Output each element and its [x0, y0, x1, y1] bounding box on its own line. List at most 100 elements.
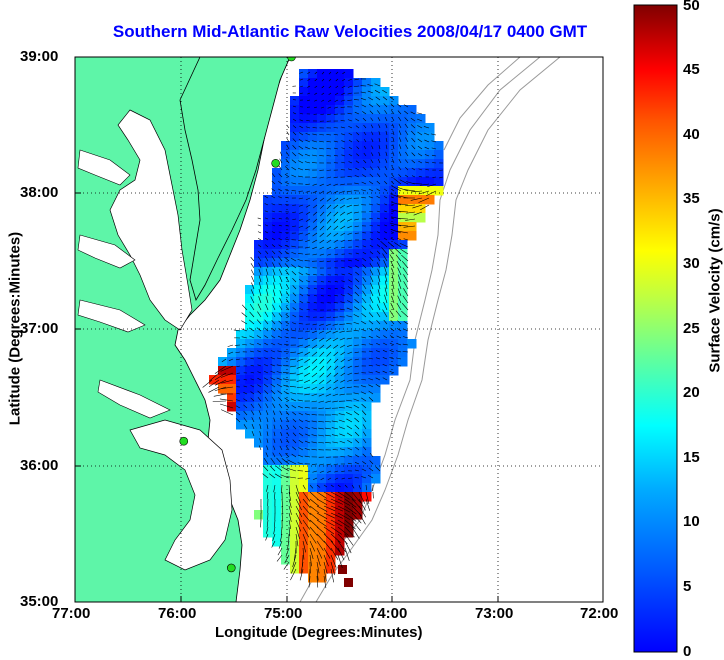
velocity-cell [317, 429, 327, 439]
velocity-cell [299, 195, 309, 205]
y-tick-0: 39:00 [20, 48, 58, 65]
velocity-cell [245, 366, 255, 376]
velocity-cell [254, 348, 264, 358]
velocity-cell [281, 141, 291, 151]
velocity-cell [299, 285, 309, 295]
velocity-cell [344, 168, 354, 178]
velocity-cell [245, 393, 255, 403]
velocity-cell [416, 186, 426, 196]
velocity-cell [380, 123, 390, 133]
velocity-cell [317, 411, 327, 421]
velocity-cell [353, 123, 363, 133]
velocity-cell [353, 465, 363, 475]
velocity-cell [434, 150, 444, 160]
velocity-cell [335, 402, 345, 412]
velocity-cell [290, 195, 300, 205]
velocity-cell [263, 213, 273, 223]
velocity-cell [371, 393, 381, 403]
velocity-cell [290, 222, 300, 232]
velocity-cell [236, 348, 246, 358]
velocity-cell [344, 420, 354, 430]
velocity-cell [299, 411, 309, 421]
velocity-cell [317, 537, 327, 547]
velocity-cell [353, 159, 363, 169]
velocity-cell [380, 159, 390, 169]
velocity-cell [272, 528, 282, 538]
velocity-cell [236, 393, 246, 403]
velocity-cell [281, 375, 291, 385]
velocity-cell [263, 258, 273, 268]
velocity-cell [380, 348, 390, 358]
velocity-cell [263, 411, 273, 421]
velocity-cell [353, 438, 363, 448]
velocity-cell [335, 285, 345, 295]
velocity-cell [380, 276, 390, 286]
velocity-cell [335, 519, 345, 529]
velocity-cell [389, 231, 399, 241]
velocity-cell [398, 186, 408, 196]
velocity-cell [263, 222, 273, 232]
velocity-cell [317, 258, 327, 268]
velocity-cell [290, 339, 300, 349]
velocity-cell [308, 213, 318, 223]
velocity-cell [317, 528, 327, 538]
velocity-cell [362, 222, 372, 232]
velocity-cell [281, 195, 291, 205]
velocity-cell [326, 132, 336, 142]
velocity-cell [344, 78, 354, 88]
velocity-cell [317, 321, 327, 331]
velocity-cell [353, 375, 363, 385]
velocity-cell [398, 150, 408, 160]
velocity-cell [362, 186, 372, 196]
velocity-cell [263, 357, 273, 367]
velocity-cell [371, 348, 381, 358]
velocity-cell [263, 240, 273, 250]
velocity-cell [254, 438, 264, 448]
velocity-cell [335, 231, 345, 241]
velocity-cell [272, 411, 282, 421]
velocity-cell [317, 141, 327, 151]
velocity-cell [344, 483, 354, 493]
velocity-cell [317, 348, 327, 358]
colorbar-label: Surface Velocity (cm/s) [707, 176, 724, 406]
velocity-cell [335, 447, 345, 457]
velocity-cell [335, 465, 345, 475]
velocity-cell [245, 303, 255, 313]
velocity-cell [236, 339, 246, 349]
velocity-cell [326, 186, 336, 196]
x-tick-4: 73:00 [475, 605, 513, 622]
velocity-cell [317, 78, 327, 88]
velocity-cell [263, 339, 273, 349]
velocity-cell [254, 240, 264, 250]
velocity-cell [362, 402, 372, 412]
velocity-cell [344, 258, 354, 268]
velocity-cell [344, 375, 354, 385]
velocity-cell [371, 222, 381, 232]
velocity-cell [335, 159, 345, 169]
x-axis-label: Longitude (Degrees:Minutes) [215, 624, 423, 641]
velocity-cell [380, 96, 390, 106]
velocity-cell [353, 366, 363, 376]
velocity-cell [308, 150, 318, 160]
velocity-cell [407, 132, 417, 142]
velocity-cell [398, 330, 408, 340]
velocity-cell [281, 276, 291, 286]
velocity-cell [335, 267, 345, 277]
velocity-cell [317, 276, 327, 286]
velocity-cell [317, 132, 327, 142]
velocity-cell [281, 402, 291, 412]
velocity-cell [272, 483, 282, 493]
velocity-cell [281, 429, 291, 439]
velocity-cell [317, 384, 327, 394]
velocity-cell [362, 276, 372, 286]
velocity-cell [326, 429, 336, 439]
velocity-cell [326, 159, 336, 169]
velocity-cell [407, 339, 417, 349]
cb-tick-25: 25 [683, 320, 700, 337]
velocity-cell [335, 411, 345, 421]
velocity-cell [335, 339, 345, 349]
velocity-cell [308, 357, 318, 367]
velocity-cell [317, 483, 327, 493]
velocity-cell [290, 456, 300, 466]
velocity-cell [398, 168, 408, 178]
